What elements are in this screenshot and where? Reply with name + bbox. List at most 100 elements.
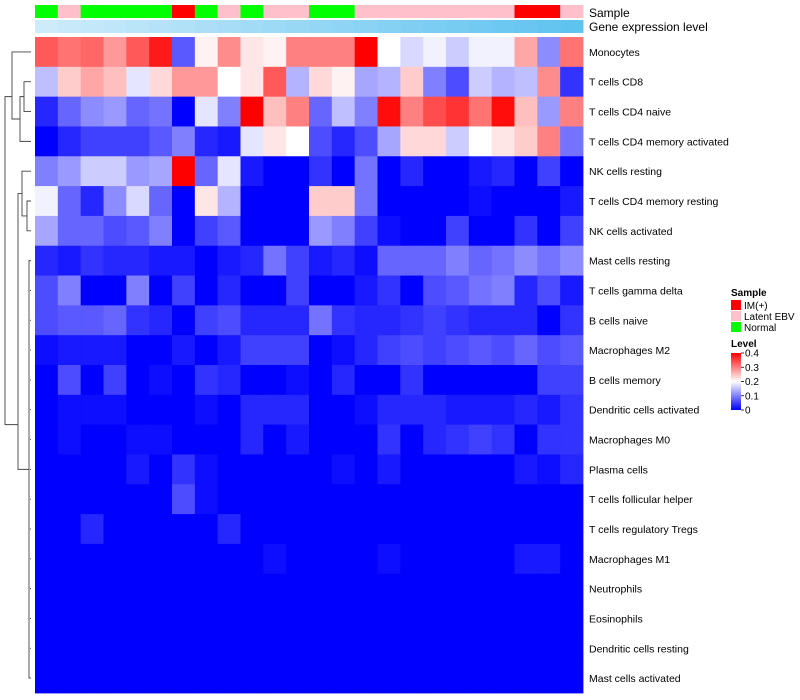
heatmap-cell bbox=[286, 454, 310, 485]
heatmap-cell bbox=[240, 603, 264, 634]
expression-annotation-cell bbox=[354, 20, 378, 33]
heatmap-cell bbox=[57, 96, 82, 127]
heatmap-cell bbox=[446, 633, 470, 664]
heatmap-cell bbox=[537, 514, 561, 545]
heatmap-cell bbox=[240, 275, 264, 306]
heatmap-cell bbox=[491, 186, 515, 217]
heatmap-cell bbox=[331, 573, 356, 604]
heatmap-cell bbox=[80, 186, 104, 217]
heatmap-cell bbox=[423, 245, 447, 276]
row-label: Mast cells resting bbox=[589, 256, 670, 268]
heatmap-cell bbox=[331, 126, 356, 157]
heatmap-cell bbox=[514, 454, 538, 485]
heatmap-cell bbox=[240, 335, 264, 366]
heatmap-cell bbox=[331, 245, 356, 276]
sample-annotation-cell bbox=[309, 5, 333, 18]
heatmap-cell bbox=[309, 275, 333, 306]
heatmap-cell bbox=[126, 37, 150, 68]
heatmap-cell bbox=[57, 484, 82, 515]
expression-annotation-cell bbox=[377, 20, 401, 33]
heatmap-cell bbox=[354, 663, 378, 694]
heatmap-cell bbox=[468, 275, 493, 306]
heatmap-cell bbox=[560, 335, 584, 366]
heatmap-cell bbox=[491, 335, 515, 366]
heatmap-cell bbox=[103, 186, 127, 217]
heatmap-cell bbox=[57, 633, 82, 664]
heatmap-cell bbox=[491, 275, 515, 306]
heatmap-cell bbox=[194, 633, 219, 664]
heatmap-cell bbox=[80, 37, 104, 68]
expression-annotation-cell bbox=[240, 20, 264, 33]
heatmap-cell bbox=[491, 424, 515, 455]
heatmap-cell bbox=[468, 514, 493, 545]
heatmap-cell bbox=[194, 514, 219, 545]
heatmap-cell bbox=[560, 245, 584, 276]
heatmap-cell bbox=[126, 96, 150, 127]
heatmap-cell bbox=[217, 245, 241, 276]
sample-annotation-cell bbox=[377, 5, 401, 18]
sample-annotation-cell bbox=[514, 5, 538, 18]
row-label: Neutrophils bbox=[589, 584, 642, 596]
heatmap-cell bbox=[560, 573, 584, 604]
heatmap-cell bbox=[537, 335, 561, 366]
heatmap-cell bbox=[331, 186, 356, 217]
heatmap-cell bbox=[468, 573, 493, 604]
heatmap-cell bbox=[80, 335, 104, 366]
sample-annotation-cell bbox=[126, 5, 150, 18]
heatmap-cell bbox=[240, 245, 264, 276]
heatmap-cell bbox=[446, 186, 470, 217]
heatmap-cell bbox=[514, 633, 538, 664]
heatmap-cell bbox=[240, 156, 264, 187]
heatmap-cell bbox=[217, 484, 241, 515]
heatmap-cell bbox=[491, 245, 515, 276]
heatmap-cell bbox=[491, 663, 515, 694]
heatmap-cell bbox=[446, 245, 470, 276]
heatmap-cell bbox=[514, 484, 538, 515]
heatmap-cell bbox=[240, 305, 264, 336]
heatmap-cell bbox=[80, 603, 104, 634]
expression-annotation-cell bbox=[537, 20, 561, 33]
heatmap-cell bbox=[217, 573, 241, 604]
heatmap-cell bbox=[263, 305, 287, 336]
heatmap-cell bbox=[149, 96, 173, 127]
heatmap-cell bbox=[468, 245, 493, 276]
heatmap-cell bbox=[331, 603, 356, 634]
heatmap-cell bbox=[240, 633, 264, 664]
heatmap-cell bbox=[103, 126, 127, 157]
row-label: T cells gamma delta bbox=[589, 285, 683, 297]
heatmap-cell bbox=[331, 394, 356, 426]
heatmap-cell bbox=[446, 543, 470, 575]
heatmap-cell bbox=[35, 37, 59, 68]
sample-annotation-cell bbox=[560, 5, 584, 18]
sample-annotation-cell bbox=[194, 5, 219, 18]
sample-annotation-cell bbox=[468, 5, 493, 18]
heatmap-cell bbox=[331, 66, 356, 98]
heatmap-cell bbox=[286, 573, 310, 604]
heatmap-cell bbox=[331, 484, 356, 515]
heatmap-cell bbox=[400, 543, 424, 575]
heatmap-cell bbox=[377, 663, 401, 694]
heatmap-cell bbox=[468, 156, 493, 187]
expression-annotation-cell bbox=[446, 20, 470, 33]
sample-legend-label: IM(+) bbox=[744, 301, 768, 312]
heatmap-cell bbox=[377, 66, 401, 98]
heatmap-cell bbox=[468, 215, 493, 247]
heatmap-cell bbox=[446, 37, 470, 68]
heatmap-cell bbox=[103, 573, 127, 604]
heatmap-cell bbox=[80, 424, 104, 455]
heatmap-cell bbox=[194, 394, 219, 426]
heatmap-cell bbox=[400, 633, 424, 664]
level-legend-title: Level bbox=[731, 339, 757, 350]
sample-annotation-cell bbox=[149, 5, 173, 18]
heatmap-cell bbox=[126, 245, 150, 276]
heatmap-cell bbox=[263, 335, 287, 366]
heatmap-cell bbox=[468, 633, 493, 664]
heatmap-cell bbox=[217, 543, 241, 575]
heatmap-cell bbox=[354, 66, 378, 98]
expression-annotation-cell bbox=[57, 20, 82, 33]
heatmap-cell bbox=[217, 126, 241, 157]
heatmap-cell bbox=[240, 96, 264, 127]
heatmap-cell bbox=[35, 186, 59, 217]
heatmap-cell bbox=[194, 126, 219, 157]
heatmap-cell bbox=[331, 156, 356, 187]
